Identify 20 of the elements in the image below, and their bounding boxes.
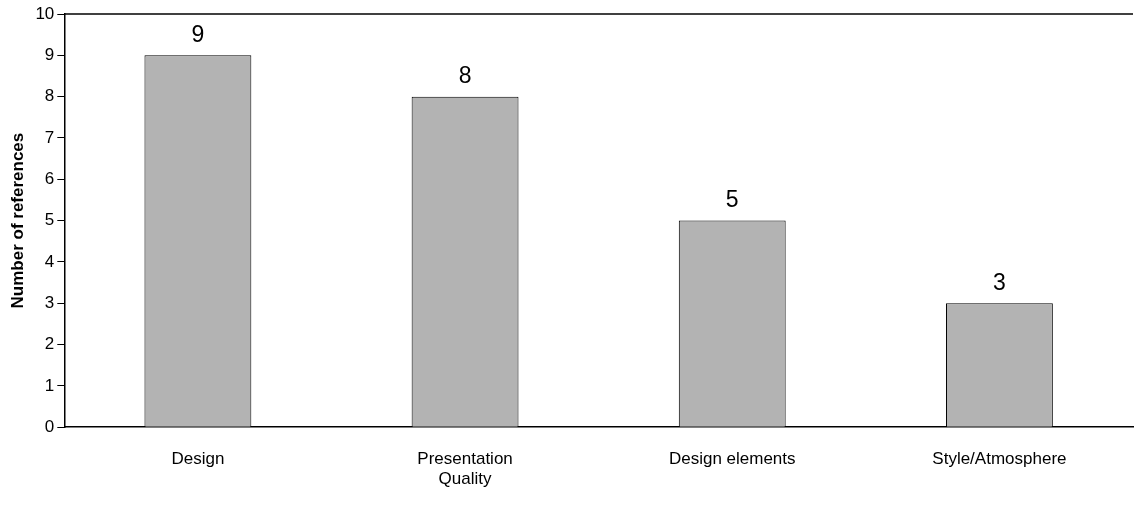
- y-axis-title: Number of references: [7, 132, 27, 309]
- y-tick-label: 8: [44, 86, 55, 106]
- y-tick-label: 4: [44, 251, 55, 271]
- y-tick-label: 2: [44, 334, 55, 354]
- x-tick-label: Design: [171, 449, 225, 469]
- x-tick-label: Presentation Quality: [417, 449, 513, 489]
- data-label: 3: [993, 269, 1006, 296]
- data-label: 5: [725, 186, 739, 213]
- data-label: 8: [458, 62, 472, 89]
- y-tick-label: 9: [44, 45, 55, 65]
- y-tick-label: 5: [44, 210, 55, 230]
- y-tick-label: 6: [44, 168, 55, 188]
- y-tick-label: 3: [44, 292, 55, 312]
- y-tick-label: 0: [44, 416, 55, 436]
- data-label: 9: [191, 21, 205, 48]
- y-tick-label: 1: [44, 375, 55, 395]
- x-tick-label: Design elements: [668, 449, 796, 469]
- y-tick-label: 10: [35, 3, 55, 23]
- x-tick-label: Style/Atmosphere: [932, 449, 1067, 469]
- y-tick-label: 7: [44, 127, 55, 147]
